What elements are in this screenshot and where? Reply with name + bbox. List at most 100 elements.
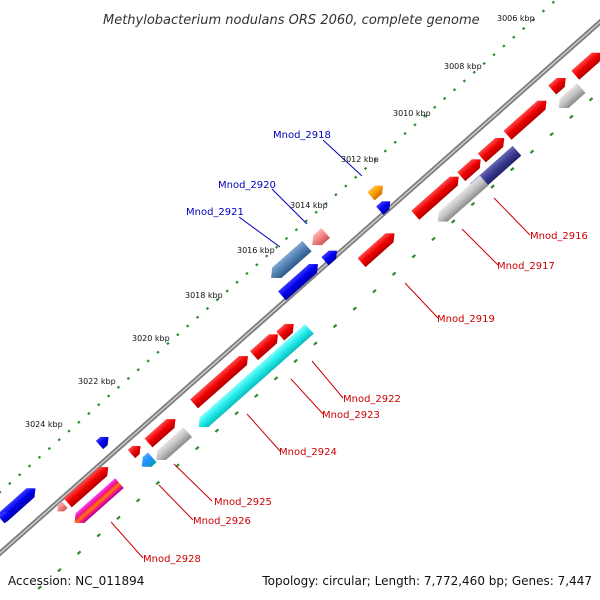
leader-line [290, 378, 324, 415]
gene-label-mnod-2925[interactable]: Mnod_2925 [214, 497, 272, 508]
kbp-label: 3020 kbp [132, 334, 170, 343]
gene-feature-forward[interactable] [308, 228, 331, 250]
gene-feature-reverse[interactable] [503, 96, 551, 140]
tick-mark [77, 420, 81, 424]
gene-feature-reverse[interactable] [477, 134, 508, 163]
tick-mark [254, 393, 259, 398]
gene-label-mnod-2919[interactable]: Mnod_2919 [437, 314, 495, 325]
gene-feature-reverse[interactable] [190, 352, 252, 409]
tick-mark [166, 341, 170, 346]
leader-line [461, 228, 499, 266]
tick-mark [116, 385, 121, 389]
tick-mark [87, 411, 91, 416]
tick-mark [155, 480, 161, 486]
tick-mark [502, 44, 506, 48]
gene-feature-reverse[interactable] [63, 463, 112, 508]
tick-mark [284, 236, 289, 241]
gene-feature-reverse[interactable] [144, 415, 180, 448]
tick-mark [569, 114, 574, 119]
gene-feature-forward[interactable] [278, 260, 322, 301]
gene-label-mnod-2918[interactable]: Mnod_2918 [273, 130, 331, 141]
gene-feature-reverse[interactable] [571, 48, 600, 80]
tick-mark [205, 306, 210, 311]
tick-mark [411, 254, 417, 259]
gene-feature-reverse[interactable] [367, 182, 386, 201]
gene-feature-reverse[interactable] [127, 442, 144, 459]
tick-mark [482, 61, 486, 66]
gene-feature-reverse[interactable] [250, 330, 282, 361]
tick-mark [353, 175, 358, 179]
gene-label-mnod-2916[interactable]: Mnod_2916 [530, 231, 588, 242]
gene-feature-reverse[interactable] [276, 320, 297, 341]
gene-label-mnod-2924[interactable]: Mnod_2924 [279, 447, 337, 458]
leader-line [158, 484, 194, 521]
tick-mark [214, 428, 220, 433]
tick-mark [47, 446, 51, 451]
gene-label-mnod-2921[interactable]: Mnod_2921 [186, 207, 244, 218]
gene-label-mnod-2928[interactable]: Mnod_2928 [143, 554, 201, 565]
tick-mark [96, 533, 101, 538]
leader-line [173, 463, 213, 502]
gene-feature-forward[interactable] [194, 324, 314, 432]
tick-mark [135, 498, 141, 503]
tick-mark [245, 271, 249, 276]
gene-feature-forward[interactable] [321, 247, 340, 266]
gene-feature-reverse[interactable] [457, 155, 484, 182]
tick-mark [274, 245, 279, 249]
tick-mark [442, 96, 447, 101]
gene-feature-forward[interactable] [266, 240, 312, 283]
tick-mark [510, 166, 515, 172]
tick-mark [403, 131, 407, 136]
kbp-label: 3018 kbp [185, 291, 223, 300]
gene-feature-forward[interactable] [137, 452, 157, 471]
kbp-label: 3006 kbp [497, 14, 535, 23]
tick-mark [373, 158, 378, 162]
tick-mark [67, 429, 71, 433]
gene-label-mnod-2917[interactable]: Mnod_2917 [497, 261, 555, 272]
gene-feature-forward[interactable] [376, 197, 394, 215]
gene-feature-forward[interactable] [554, 83, 586, 113]
tick-mark [76, 550, 82, 555]
gene-feature-forward[interactable] [152, 427, 193, 465]
gene-feature-reverse[interactable] [411, 172, 462, 220]
tick-mark [549, 132, 554, 137]
gene-feature-reverse[interactable] [548, 74, 569, 95]
kbp-label: 3024 kbp [25, 420, 63, 429]
leader-line [322, 139, 363, 177]
tick-mark [8, 481, 12, 486]
leader-line [238, 216, 281, 248]
leader-line [246, 413, 281, 452]
leader-line [404, 282, 439, 319]
tick-mark [293, 358, 298, 364]
leader-line [311, 360, 344, 399]
gene-label-mnod-2920[interactable]: Mnod_2920 [218, 180, 276, 191]
gene-callouts: Mnod_2916 Mnod_2917 Mnod_2918 Mnod_2919 … [110, 130, 588, 565]
tick-mark [17, 473, 22, 477]
tick-mark [37, 455, 42, 459]
tick-mark [304, 219, 308, 223]
leader-line [493, 197, 531, 236]
kbp-labels: 3006 kbp 3008 kbp 3010 kbp 3012 kbp 3014… [25, 14, 535, 429]
gene-label-mnod-2926[interactable]: Mnod_2926 [193, 516, 251, 527]
gene-feature-forward[interactable] [54, 501, 68, 514]
tick-mark [195, 315, 200, 319]
tick-mark [531, 18, 536, 22]
gene-feature-reverse[interactable] [357, 229, 399, 268]
gene-feature-forward[interactable] [95, 433, 112, 450]
map-title: Methylobacterium nodulans ORS 2060, comp… [103, 13, 480, 28]
tick-mark [522, 26, 526, 31]
tick-mark [0, 490, 2, 494]
tick-mark [313, 341, 318, 346]
gene-label-mnod-2923[interactable]: Mnod_2923 [322, 410, 380, 421]
tick-mark [97, 403, 101, 407]
accession-text: Accession: NC_011894 [8, 574, 144, 588]
genome-summary-text: Topology: circular; Length: 7,772,460 bp… [261, 574, 592, 588]
tick-mark [185, 324, 190, 328]
gene-feature-forward[interactable] [0, 509, 13, 524]
gene-feature-forward[interactable] [70, 478, 124, 528]
gene-label-mnod-2922[interactable]: Mnod_2922 [343, 394, 401, 405]
tick-mark [512, 35, 516, 39]
gene-feature-forward[interactable] [433, 175, 489, 227]
